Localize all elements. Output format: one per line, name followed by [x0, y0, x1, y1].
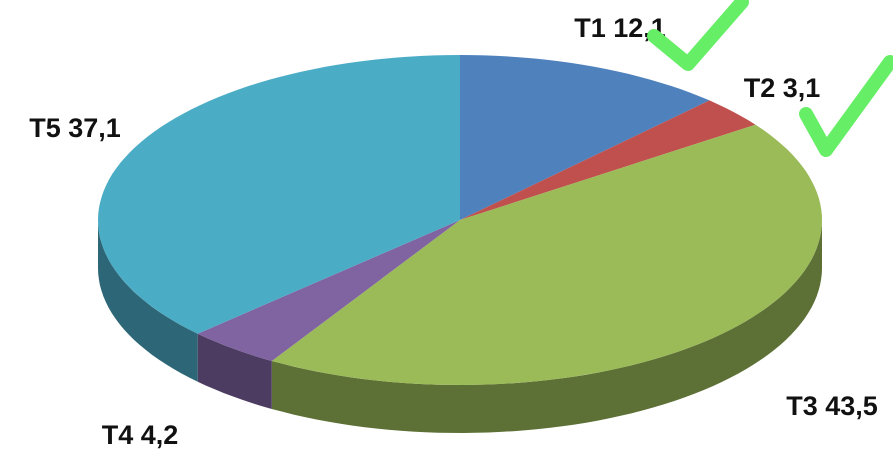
category: T5 — [29, 113, 61, 143]
slice-label: T3 43,5 — [786, 391, 878, 421]
slice-side — [197, 333, 272, 409]
check-mark — [647, 0, 749, 71]
value-label: 4,2 — [141, 420, 179, 450]
slice — [271, 124, 822, 385]
slice-label: T2 3,1 — [744, 73, 821, 103]
category: T1 — [574, 13, 606, 43]
pie — [98, 55, 822, 433]
slice-label: T5 37,1 — [29, 113, 121, 143]
slice — [460, 100, 756, 220]
slice — [98, 55, 460, 334]
value-label: 37,1 — [68, 113, 121, 143]
slice — [197, 220, 460, 361]
value-label: 43,5 — [825, 391, 878, 421]
value-label: 3,1 — [783, 73, 821, 103]
category: T4 — [102, 420, 134, 450]
slice-label: T4 4,2 — [102, 420, 179, 450]
category: T2 — [744, 73, 776, 103]
slice-side — [98, 220, 198, 382]
category: T3 — [786, 391, 818, 421]
slice-side — [271, 220, 822, 433]
check-mark — [799, 55, 893, 157]
slice — [460, 55, 710, 220]
